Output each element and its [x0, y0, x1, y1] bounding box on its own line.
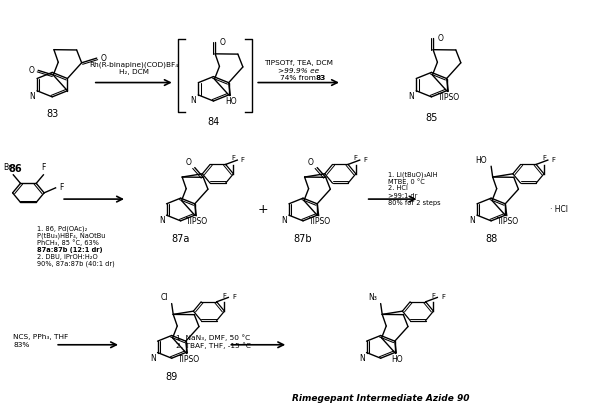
Text: F: F [363, 157, 367, 163]
Text: 85: 85 [425, 113, 437, 123]
Text: O: O [101, 54, 107, 62]
Text: 83%: 83% [13, 342, 30, 348]
Text: F: F [542, 155, 546, 161]
Text: N: N [469, 217, 475, 225]
Text: HO: HO [392, 355, 403, 364]
Text: N: N [29, 92, 35, 101]
Text: 87a:87b (12:1 dr): 87a:87b (12:1 dr) [37, 247, 103, 253]
Text: Rimegepant Intermediate Azide 90: Rimegepant Intermediate Azide 90 [292, 394, 469, 403]
Text: 87b: 87b [294, 234, 313, 244]
Text: 2. TBAF, THF, -15 °C: 2. TBAF, THF, -15 °C [176, 342, 251, 349]
Text: 2. DBU, iPrOH:H₂O: 2. DBU, iPrOH:H₂O [37, 254, 98, 260]
Text: HO: HO [226, 97, 238, 106]
Text: H₂, DCM: H₂, DCM [119, 69, 149, 75]
Text: 87a: 87a [172, 234, 190, 244]
Text: 88: 88 [485, 234, 497, 244]
Text: F: F [232, 295, 236, 300]
Text: O: O [28, 66, 34, 75]
Text: TIPSO: TIPSO [187, 217, 209, 226]
Text: F: F [41, 163, 46, 172]
Text: F: F [223, 292, 226, 299]
Text: N: N [150, 354, 156, 363]
Text: F: F [59, 184, 64, 192]
Text: TIPSO: TIPSO [439, 93, 461, 102]
Text: 86: 86 [9, 164, 22, 174]
Text: 74% from: 74% from [280, 75, 318, 81]
Text: F: F [551, 157, 556, 163]
Text: P(tBu₃)HBF₄, NaOtBu: P(tBu₃)HBF₄, NaOtBu [37, 233, 106, 239]
Text: TIPSO: TIPSO [497, 217, 519, 226]
Text: F: F [354, 155, 358, 161]
Text: O: O [437, 34, 443, 42]
Text: 83: 83 [316, 75, 326, 81]
Text: PhCH₃, 85 °C, 63%: PhCH₃, 85 °C, 63% [37, 240, 99, 246]
Text: O: O [308, 158, 314, 167]
Text: F: F [232, 155, 235, 161]
Text: TIPSOTf, TEA, DCM: TIPSOTf, TEA, DCM [265, 60, 334, 67]
Text: >99.9% ee: >99.9% ee [278, 68, 319, 74]
Text: N: N [191, 96, 196, 105]
Text: NCS, PPh₃, THF: NCS, PPh₃, THF [13, 334, 68, 340]
Text: N: N [159, 217, 165, 225]
Text: F: F [441, 295, 445, 300]
Text: 83: 83 [46, 109, 58, 119]
Text: MTBE, 0 °C: MTBE, 0 °C [388, 178, 425, 185]
Text: · HCl: · HCl [550, 205, 568, 214]
Text: 1. NaN₃, DMF, 50 °C: 1. NaN₃, DMF, 50 °C [176, 334, 251, 341]
Text: HO: HO [475, 156, 487, 165]
Text: O: O [185, 158, 191, 167]
Text: +: + [258, 203, 268, 216]
Text: 84: 84 [208, 117, 220, 127]
Text: F: F [241, 157, 245, 163]
Text: Br: Br [4, 163, 12, 172]
Text: Rh(R-binapine)(COD)BF₄: Rh(R-binapine)(COD)BF₄ [89, 62, 179, 68]
Text: N: N [281, 217, 287, 225]
Text: 90%, 87a:87b (40:1 dr): 90%, 87a:87b (40:1 dr) [37, 261, 115, 267]
Text: TIPSO: TIPSO [178, 355, 200, 364]
Text: F: F [431, 292, 436, 299]
Text: TIPSO: TIPSO [309, 217, 331, 226]
Text: N: N [409, 92, 415, 101]
Text: 1. 86, Pd(OAc)₂: 1. 86, Pd(OAc)₂ [37, 225, 88, 232]
Text: 1. Li(tBuO)₃AlH: 1. Li(tBuO)₃AlH [388, 171, 438, 178]
Text: 89: 89 [166, 372, 178, 382]
Text: Cl: Cl [161, 293, 168, 303]
Text: 80% for 2 steps: 80% for 2 steps [388, 200, 441, 206]
Text: O: O [220, 38, 225, 47]
Text: 2. HCl: 2. HCl [388, 186, 408, 191]
Text: N₃: N₃ [368, 293, 377, 303]
Text: N: N [359, 354, 365, 363]
Text: >99:1 dr: >99:1 dr [388, 193, 418, 199]
